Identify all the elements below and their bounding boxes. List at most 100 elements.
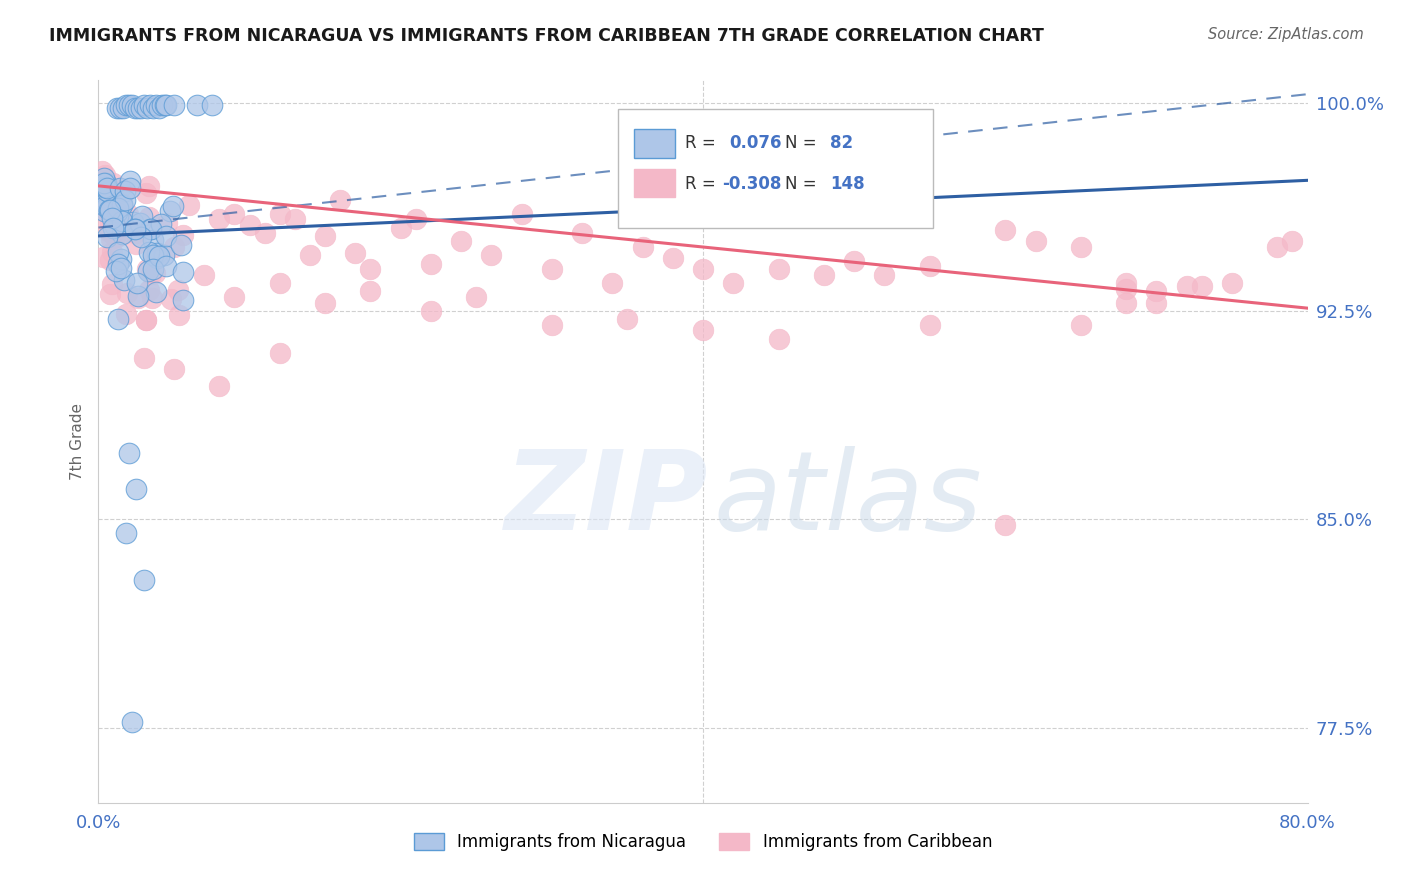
Point — [96, 188, 118, 202]
Point — [159, 204, 181, 219]
Point — [224, 290, 246, 304]
Point — [1024, 235, 1046, 249]
Point — [481, 248, 503, 262]
Point — [135, 312, 157, 326]
Legend: Immigrants from Nicaragua, Immigrants from Caribbean: Immigrants from Nicaragua, Immigrants fr… — [405, 825, 1001, 860]
Point — [135, 313, 157, 327]
Point — [101, 211, 124, 225]
Point — [93, 177, 115, 191]
Point — [124, 221, 146, 235]
Point — [124, 226, 146, 240]
Point — [96, 204, 118, 219]
Point — [1267, 240, 1289, 254]
Point — [135, 186, 157, 201]
Point — [91, 216, 114, 230]
Point — [114, 98, 136, 112]
Point — [127, 291, 149, 305]
Point — [91, 251, 114, 265]
Point — [105, 229, 128, 244]
Point — [631, 240, 654, 254]
Point — [143, 266, 166, 280]
Point — [155, 98, 177, 112]
Point — [111, 197, 134, 211]
Point — [201, 98, 224, 112]
Point — [132, 574, 155, 588]
Point — [1144, 295, 1167, 310]
Point — [141, 267, 163, 281]
Point — [208, 379, 231, 393]
Point — [98, 286, 121, 301]
Point — [172, 227, 194, 242]
Point — [193, 268, 215, 282]
Point — [172, 293, 194, 308]
Point — [118, 98, 141, 112]
Point — [142, 101, 165, 115]
Point — [142, 233, 165, 247]
Point — [96, 181, 118, 195]
Point — [172, 264, 194, 278]
Point — [107, 312, 129, 326]
Point — [136, 264, 159, 278]
FancyBboxPatch shape — [619, 109, 932, 228]
Text: -0.308: -0.308 — [723, 175, 782, 193]
Point — [1070, 318, 1092, 332]
Point — [146, 245, 169, 260]
Point — [162, 199, 184, 213]
Point — [661, 251, 683, 265]
Point — [101, 216, 124, 230]
Point — [107, 257, 129, 271]
Point — [93, 199, 115, 213]
Point — [420, 304, 443, 318]
Point — [104, 202, 127, 217]
Point — [269, 207, 291, 221]
Point — [1070, 240, 1092, 254]
Point — [121, 715, 143, 730]
Point — [138, 245, 160, 260]
Text: N =: N = — [785, 134, 817, 153]
Point — [1281, 235, 1303, 249]
Point — [103, 219, 125, 234]
FancyBboxPatch shape — [634, 169, 675, 197]
Point — [127, 101, 149, 115]
Point — [179, 198, 201, 212]
Point — [141, 261, 163, 276]
Point — [571, 226, 593, 240]
Point — [1144, 285, 1167, 299]
Point — [1115, 295, 1137, 310]
Point — [692, 262, 714, 277]
Point — [299, 248, 322, 262]
Point — [540, 262, 562, 277]
Point — [844, 253, 866, 268]
Point — [314, 295, 336, 310]
Point — [135, 101, 157, 115]
Point — [112, 273, 135, 287]
Point — [129, 229, 152, 244]
Point — [96, 230, 118, 244]
Point — [692, 323, 714, 337]
Point — [1220, 276, 1243, 290]
Text: Source: ZipAtlas.com: Source: ZipAtlas.com — [1208, 27, 1364, 42]
Point — [139, 98, 162, 112]
Point — [360, 285, 382, 299]
Point — [120, 218, 142, 232]
Point — [540, 318, 562, 332]
Point — [103, 221, 125, 235]
Point — [148, 101, 170, 115]
Point — [813, 268, 835, 282]
Point — [129, 101, 152, 115]
Point — [138, 179, 160, 194]
Point — [602, 276, 624, 290]
Point — [131, 209, 153, 223]
Point — [94, 180, 117, 194]
Point — [98, 203, 121, 218]
Point — [105, 205, 128, 219]
Point — [224, 207, 246, 221]
Point — [108, 208, 131, 222]
Point — [420, 257, 443, 271]
Point — [104, 219, 127, 234]
Point — [1115, 276, 1137, 290]
Point — [138, 211, 160, 225]
Point — [132, 351, 155, 366]
Point — [329, 193, 352, 207]
Point — [138, 283, 160, 297]
